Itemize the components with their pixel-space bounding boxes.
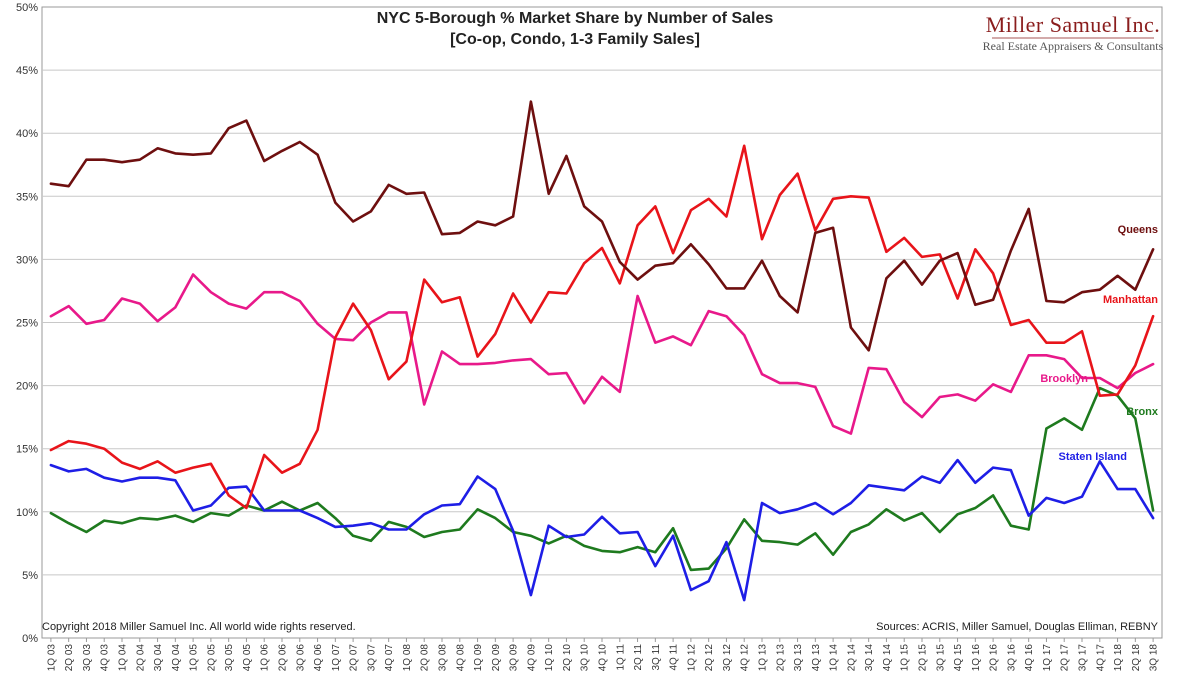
- x-tick-label: 3Q 16: [1006, 644, 1017, 672]
- y-tick-label: 40%: [16, 128, 38, 140]
- x-tick-label: 1Q 14: [829, 644, 840, 672]
- x-tick-label: 3Q 04: [153, 644, 164, 672]
- x-tick-label: 4Q 10: [598, 644, 609, 672]
- x-tick-label: 2Q 12: [704, 644, 715, 672]
- x-tick-label: 4Q 09: [526, 644, 537, 672]
- x-tick-label: 1Q 06: [260, 644, 271, 672]
- x-tick-label: 1Q 04: [118, 644, 129, 672]
- x-tick-label: 3Q 17: [1078, 644, 1089, 672]
- x-tick-label: 4Q 11: [669, 644, 680, 671]
- x-tick-label: 1Q 12: [686, 644, 697, 672]
- x-axis-ticks: 1Q 03 2Q 03 3Q 03 4Q 03 1Q 04 2Q 04 3Q 04 4Q 04…: [46, 638, 1160, 672]
- x-tick-label: 3Q 12: [722, 644, 733, 672]
- y-tick-label: 0%: [22, 633, 38, 645]
- logo-name: Miller Samuel Inc.: [986, 12, 1161, 37]
- x-tick-label: 1Q 09: [473, 644, 484, 672]
- series-lines: [49, 100, 1155, 602]
- y-axis-ticks: 0% 5% 10% 15% 20% 25% 30% 35% 40% 45% 50%: [16, 2, 38, 645]
- staten-island-series-line: [49, 458, 1155, 602]
- queens-series-label: Queens: [1118, 224, 1158, 236]
- x-tick-label: 3Q 13: [793, 644, 804, 672]
- x-tick-label: 1Q 10: [544, 644, 555, 672]
- x-tick-label: 1Q 15: [900, 644, 911, 672]
- chart-title: NYC 5-Borough % Market Share by Number o…: [377, 10, 774, 27]
- x-tick-label: 4Q 13: [811, 644, 822, 672]
- queens-series-line: [49, 100, 1155, 352]
- brooklyn-series-label: Brooklyn: [1040, 373, 1088, 385]
- x-tick-label: 3Q 05: [224, 644, 235, 672]
- x-tick-label: 2Q 03: [64, 644, 75, 672]
- x-tick-label: 1Q 13: [758, 644, 769, 672]
- x-tick-label: 4Q 05: [242, 644, 253, 672]
- x-tick-label: 1Q 18: [1113, 644, 1124, 672]
- x-tick-label: 3Q 14: [864, 644, 875, 672]
- x-tick-label: 1Q 11: [615, 644, 626, 671]
- x-tick-label: 3Q 08: [438, 644, 449, 672]
- x-tick-label: 4Q 06: [313, 644, 324, 672]
- x-tick-label: 3Q 03: [82, 644, 93, 672]
- x-tick-label: 4Q 07: [384, 644, 395, 672]
- y-tick-label: 35%: [16, 191, 38, 203]
- x-tick-label: 2Q 11: [633, 644, 644, 671]
- y-tick-label: 45%: [16, 65, 38, 77]
- x-tick-label: 4Q 16: [1024, 644, 1035, 672]
- y-tick-label: 5%: [22, 570, 38, 582]
- grid-lines: [41, 6, 1163, 639]
- manhattan-series-label: Manhattan: [1103, 294, 1158, 306]
- x-tick-label: 4Q 17: [1095, 644, 1106, 672]
- x-tick-label: 4Q 14: [882, 644, 893, 672]
- brooklyn-series-line: [49, 273, 1155, 435]
- x-tick-label: 4Q 04: [171, 644, 182, 672]
- x-tick-label: 2Q 10: [562, 644, 573, 672]
- x-tick-label: 2Q 05: [206, 644, 217, 672]
- manhattan-series-line: [49, 144, 1155, 510]
- company-logo: Miller Samuel Inc. Real Estate Appraiser…: [983, 12, 1164, 53]
- x-tick-label: 1Q 16: [971, 644, 982, 672]
- y-tick-label: 25%: [16, 318, 38, 330]
- x-tick-label: 3Q 11: [651, 644, 662, 671]
- staten-island-series-label: Staten Island: [1059, 451, 1127, 463]
- x-tick-label: 1Q 05: [189, 644, 200, 672]
- y-tick-label: 10%: [16, 507, 38, 519]
- x-tick-label: 4Q 15: [953, 644, 964, 672]
- x-tick-label: 1Q 03: [46, 644, 57, 672]
- x-tick-label: 2Q 04: [135, 644, 146, 672]
- sources-note: Sources: ACRIS, Miller Samuel, Douglas E…: [876, 621, 1158, 633]
- x-tick-label: 2Q 15: [918, 644, 929, 672]
- x-tick-label: 4Q 03: [100, 644, 111, 672]
- x-tick-label: 3Q 09: [509, 644, 520, 672]
- y-tick-label: 30%: [16, 254, 38, 266]
- copyright-note: Copyright 2018 Miller Samuel Inc. All wo…: [42, 621, 356, 633]
- x-tick-label: 2Q 14: [846, 644, 857, 672]
- x-tick-label: 4Q 08: [455, 644, 466, 672]
- x-tick-label: 2Q 06: [278, 644, 289, 672]
- x-tick-label: 1Q 07: [331, 644, 342, 672]
- y-tick-label: 15%: [16, 444, 38, 456]
- x-tick-label: 2Q 08: [420, 644, 431, 672]
- bronx-series-line: [49, 386, 1155, 572]
- x-tick-label: 2Q 09: [491, 644, 502, 672]
- x-tick-label: 2Q 17: [1060, 644, 1071, 672]
- x-tick-label: 2Q 07: [349, 644, 360, 672]
- y-tick-label: 20%: [16, 381, 38, 393]
- logo-subtitle: Real Estate Appraisers & Consultants: [983, 39, 1164, 53]
- series-labels: Queens Manhattan Brooklyn Bronx Staten Islan…: [1040, 224, 1159, 463]
- x-tick-label: 1Q 17: [1042, 644, 1053, 672]
- x-tick-label: 1Q 08: [402, 644, 413, 672]
- y-tick-label: 50%: [16, 2, 38, 14]
- x-tick-label: 2Q 16: [989, 644, 1000, 672]
- x-tick-label: 4Q 12: [740, 644, 751, 672]
- x-tick-label: 2Q 13: [775, 644, 786, 672]
- bronx-series-label: Bronx: [1126, 406, 1159, 418]
- x-tick-label: 3Q 07: [366, 644, 377, 672]
- chart-subtitle: [Co-op, Condo, 1-3 Family Sales]: [450, 31, 700, 48]
- x-tick-label: 3Q 18: [1149, 644, 1160, 672]
- x-tick-label: 3Q 06: [295, 644, 306, 672]
- x-tick-label: 3Q 10: [580, 644, 591, 672]
- x-tick-label: 3Q 15: [935, 644, 946, 672]
- x-tick-label: 2Q 18: [1131, 644, 1142, 672]
